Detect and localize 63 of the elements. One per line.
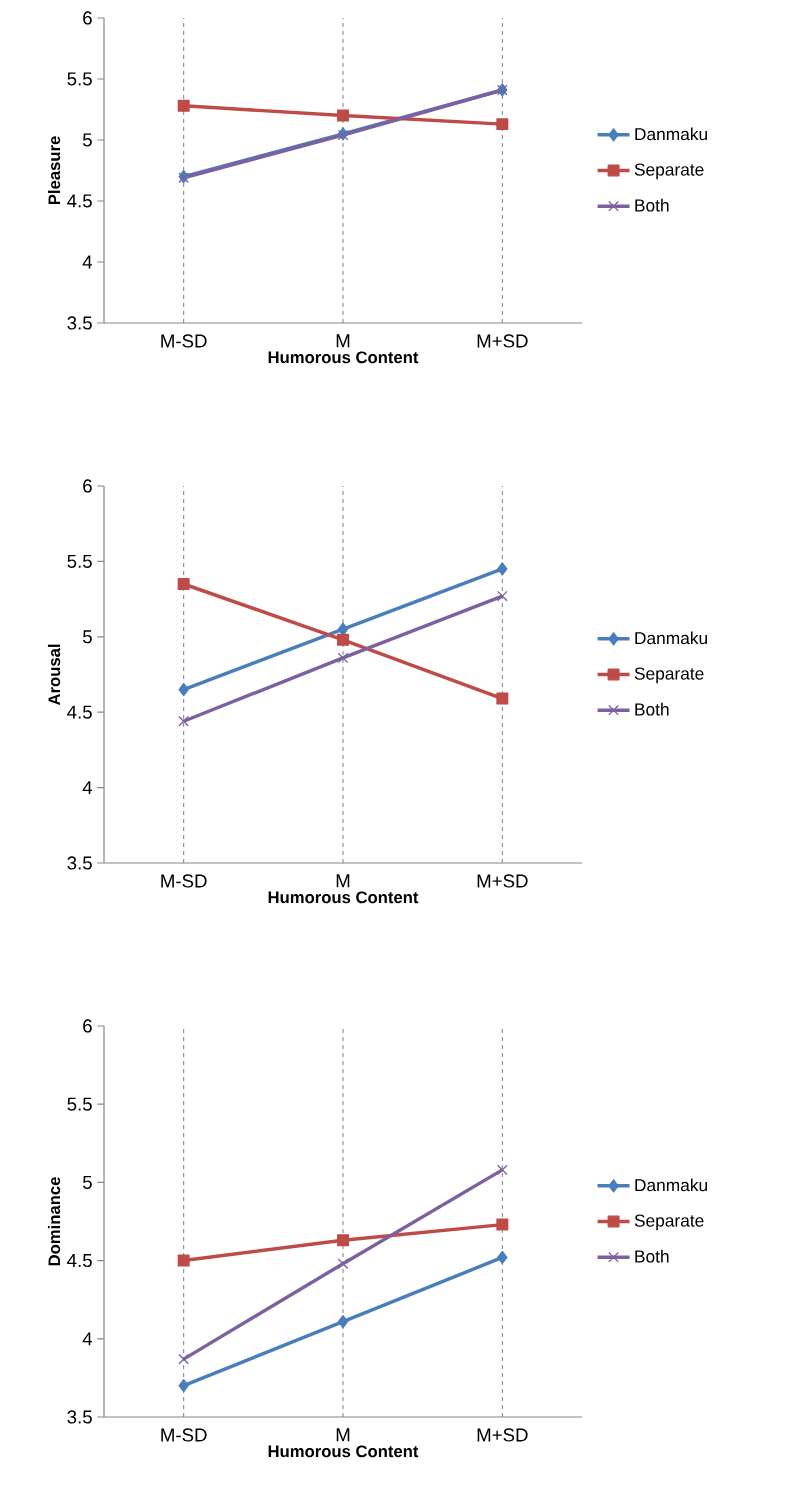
y-tick-label: 6 [83,1019,92,1033]
legend-label: Both [635,702,669,716]
x-tick-label: M [336,1428,350,1442]
x-axis-title: Humorous Content [268,351,419,364]
point [337,633,350,646]
point [497,562,508,576]
x-tick-label: M+SD [477,334,528,348]
legend-label: Separate [634,667,704,684]
point [497,1250,508,1265]
y-tick-label: 5 [82,133,92,147]
point [177,99,190,112]
y-tick-label: 3.5 [67,856,92,870]
x-tick-label: M [336,334,350,348]
x-tick-label: M-SD [161,874,207,888]
point [178,682,189,697]
y-tick-label: 4 [82,1332,93,1346]
x-tick-label: M+SD [477,874,528,888]
legend-label: Separate [634,1214,704,1231]
y-tick-label: 5.5 [67,1097,92,1111]
point [337,652,349,664]
y-tick-label: 3.5 [67,1410,92,1424]
point [496,1218,509,1231]
point [337,1258,349,1270]
y-tick-label: 5.5 [67,554,92,568]
y-axis-title: Dominance [47,1177,61,1266]
point [178,1379,189,1393]
point [496,692,509,705]
point [177,578,190,591]
x-tick-label: M [336,874,350,888]
x-axis-title: Humorous Content [268,891,419,904]
legend-label: Danmaku [635,631,707,645]
y-tick-label: 4 [82,781,93,795]
y-tick-label: 3.5 [67,316,92,330]
x-axis-title: Humorous Content [268,1445,419,1458]
y-tick-label: 5 [82,630,92,644]
point [496,118,509,131]
y-tick-label: 5 [82,1175,92,1189]
y-tick-label: 6 [83,479,92,493]
y-axis-title: Arousal [47,644,61,706]
legend-label: Danmaku [635,127,707,141]
y-tick-label: 5.5 [67,72,92,86]
y-tick-label: 6 [83,11,92,25]
point [496,590,508,602]
point [337,622,349,636]
point [496,1164,508,1176]
y-axis-title: Pleasure [47,136,61,205]
point [337,109,350,122]
legend-label: Danmaku [635,1178,707,1192]
x-tick-label: M-SD [161,1428,207,1442]
point [337,1234,350,1247]
x-tick-label: M-SD [161,334,207,348]
y-tick-label: 4 [82,255,93,269]
y-tick-label: 4.5 [67,1254,92,1268]
x-tick-label: M+SD [477,1428,528,1442]
point [337,1314,349,1329]
legend-label: Separate [634,163,704,180]
y-tick-label: 4.5 [67,705,92,719]
point [177,1254,190,1267]
point [178,1353,190,1365]
point [178,715,190,727]
y-tick-label: 4.5 [67,194,92,208]
legend-label: Both [635,1249,669,1263]
legend-label: Both [635,198,669,212]
